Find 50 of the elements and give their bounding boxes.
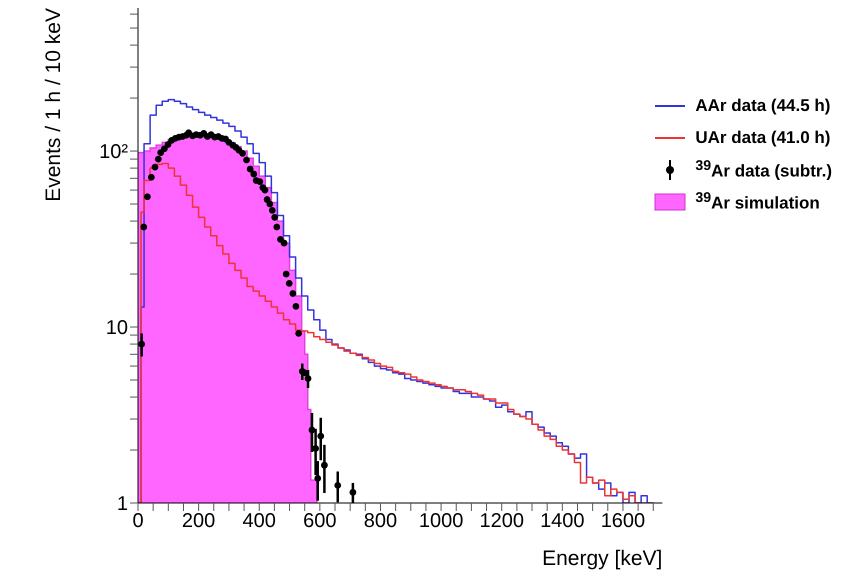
x-tick-label: 1600 (600, 510, 646, 532)
point (154, 156, 162, 162)
point (138, 340, 146, 348)
point (256, 178, 264, 186)
point (271, 214, 278, 221)
point (321, 462, 328, 469)
x-tick-label: 1000 (418, 510, 464, 532)
point (295, 330, 302, 337)
point (152, 164, 158, 171)
point (350, 488, 356, 496)
point (268, 207, 276, 214)
point (273, 224, 280, 230)
point (334, 482, 342, 489)
y-tick-label: 10² (99, 141, 128, 164)
point (250, 170, 258, 178)
point (243, 156, 250, 164)
x-tick-label: 1200 (479, 510, 524, 532)
point (148, 174, 155, 181)
x-tick-label: 200 (182, 510, 216, 532)
point (262, 186, 268, 194)
x-tick-label: 0 (132, 510, 144, 532)
legend-label: AAr data (44.5 h) (695, 96, 830, 116)
point (144, 193, 151, 200)
point (312, 445, 319, 452)
point (282, 270, 290, 278)
legend-label: UAr data (41.0 h) (695, 128, 830, 148)
point (160, 145, 168, 152)
y-axis-title: Events / 1 h / 10 keV (42, 8, 65, 202)
point (308, 426, 316, 434)
point (289, 290, 296, 297)
point (314, 475, 322, 482)
point (164, 141, 172, 148)
x-tick-label: 1400 (540, 510, 585, 532)
point (140, 224, 148, 230)
x-tick-label: 400 (242, 510, 276, 532)
x-tick-label: 800 (364, 510, 398, 532)
x-axis-title: Energy [keV] (542, 547, 662, 570)
point (286, 280, 293, 287)
x-tick-label: 600 (303, 510, 337, 532)
point (266, 200, 274, 208)
y-tick-label: 10 (106, 317, 128, 340)
legend-label: $^{39}$Ar simulation (695, 190, 820, 214)
point (292, 303, 300, 310)
point (317, 432, 324, 440)
point (280, 240, 288, 246)
point (304, 375, 312, 382)
legend-label: $^{39}$Ar data (subtr.) (695, 158, 832, 182)
y-tick-label: 1 (116, 493, 128, 516)
point (239, 150, 246, 157)
point (246, 166, 254, 172)
